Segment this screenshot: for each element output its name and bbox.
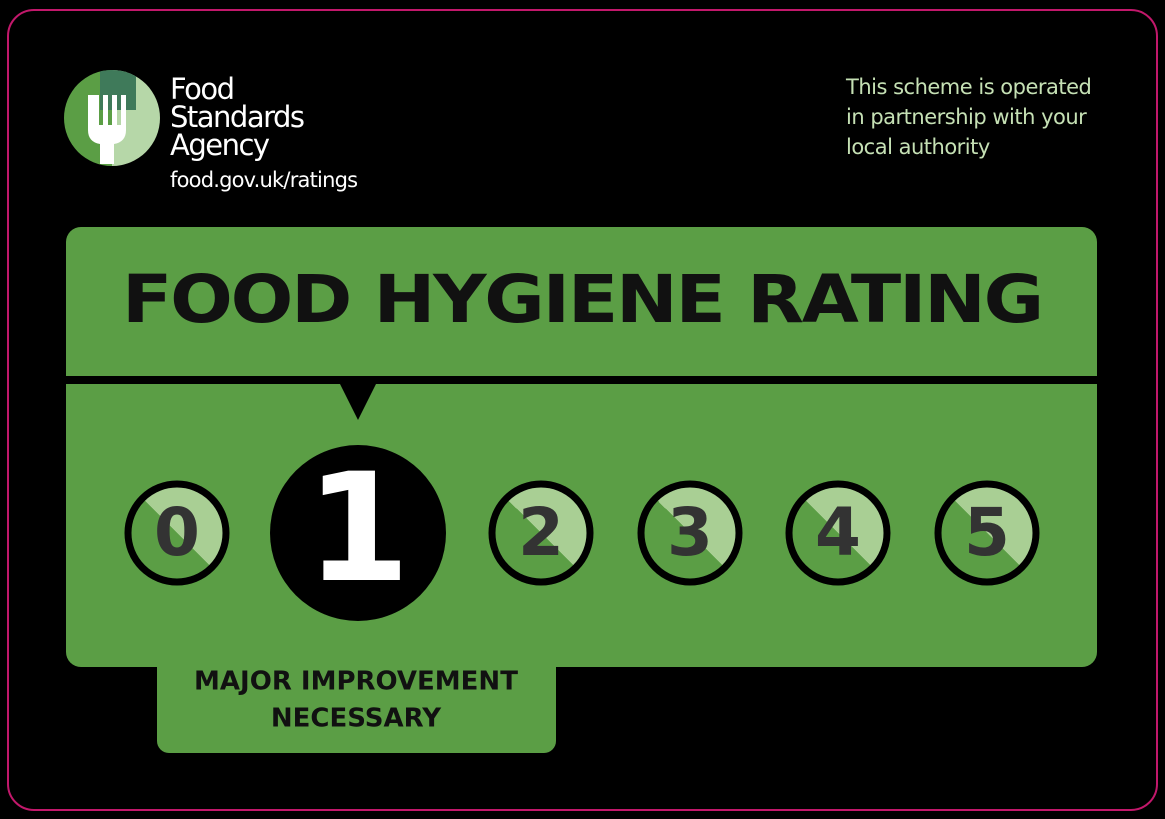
logo-line: Food <box>170 72 234 106</box>
status-line: NECESSARY <box>271 704 442 734</box>
divider <box>66 376 1097 384</box>
pointer <box>340 384 376 420</box>
rating-digit: 3 <box>667 494 713 571</box>
rating-digit: 4 <box>815 494 861 571</box>
partnership-line: This scheme is operated <box>845 75 1091 99</box>
rating-digit: 0 <box>154 494 200 571</box>
rating-circle <box>934 480 1040 586</box>
rating-circle <box>637 480 743 586</box>
status-text: MAJOR IMPROVEMENT NECESSARY <box>194 667 518 734</box>
logo-text: Food Standards Agency <box>170 72 305 162</box>
rating-digit: 5 <box>964 494 1010 571</box>
rating-circle <box>488 480 594 586</box>
partnership-line: local authority <box>846 135 990 159</box>
rating-circle <box>785 480 891 586</box>
rating-digit: 1 <box>306 442 410 616</box>
partnership-text: This scheme is operated in partnership w… <box>845 75 1092 159</box>
logo-line: Standards <box>170 100 304 134</box>
title: FOOD HYGIENE RATING <box>122 261 1042 338</box>
logo-line: Agency <box>170 128 270 162</box>
rating-circle <box>124 480 230 586</box>
rating-digit: 2 <box>518 494 564 571</box>
partnership-line: in partnership with your <box>846 105 1087 129</box>
status-line: MAJOR IMPROVEMENT <box>194 667 518 697</box>
rating-selected <box>270 445 446 621</box>
logo-fork <box>88 95 126 164</box>
logo-url: food.gov.uk/ratings <box>170 168 357 192</box>
border <box>7 9 1158 811</box>
